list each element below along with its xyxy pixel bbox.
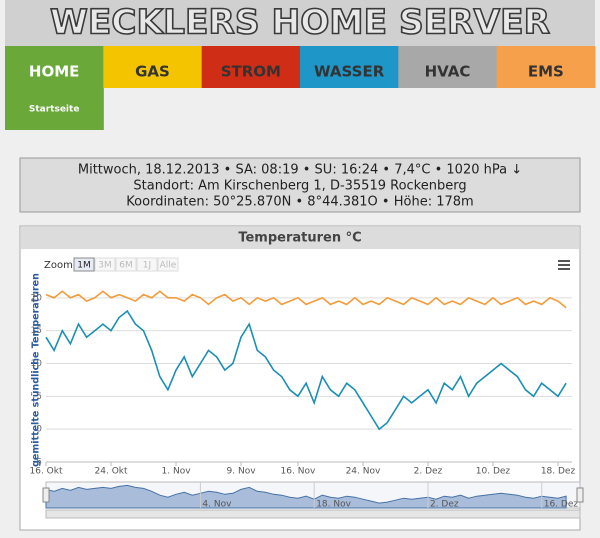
zoom-button-label[interactable]: 6M	[119, 261, 133, 271]
zoom-button[interactable]	[136, 257, 158, 272]
zoom-button[interactable]	[157, 257, 179, 272]
info: Mittwoch, 18.12.2013 • SA: 08:19 • SU: 1…	[78, 163, 522, 210]
navigator-handle[interactable]	[42, 487, 50, 503]
nav-label[interactable]: EMS	[528, 63, 564, 81]
x-tick-label: 10. Dez	[476, 467, 511, 477]
nav-item[interactable]	[103, 46, 203, 88]
zoom-button-label[interactable]: 1M	[77, 261, 91, 271]
y-tick-label: 5	[36, 392, 42, 402]
nav-label[interactable]: WASSER	[314, 63, 385, 81]
nav-label[interactable]: HOME	[29, 63, 79, 81]
navigator-tick-label: 18. Nov	[316, 500, 351, 510]
nav-label[interactable]: GAS	[135, 63, 170, 81]
zoom-button-label[interactable]: 1J	[143, 261, 151, 271]
x-tick-label: 24. Okt	[95, 467, 128, 477]
plot: 1M 3M 6M 1J Alle -5 0 5 10 15 20 16. Okt 24. Okt 1. N…	[30, 257, 584, 519]
zoom-button-label[interactable]: 3M	[98, 261, 112, 271]
nav-item[interactable]	[496, 46, 596, 88]
chart-title: Temperaturen °C	[238, 231, 361, 246]
x-tick-label: 16. Nov	[281, 467, 316, 477]
x-tick-label: 18. Dez	[541, 467, 576, 477]
x-tick-label: 2. Dez	[414, 467, 443, 477]
info-line: Mittwoch, 18.12.2013 • SA: 08:19 • SU: 1…	[78, 163, 522, 178]
x-tick-label: 1. Nov	[162, 467, 192, 477]
series-line	[45, 290, 567, 309]
info-box	[19, 157, 581, 213]
x-tick-label: 9. Nov	[227, 467, 257, 477]
zoom-label: Zoom	[44, 260, 73, 271]
y-tick-label: 20	[31, 293, 43, 303]
navigator-tick-label: 16. Dez	[544, 500, 579, 510]
nav-label[interactable]: HVAC	[425, 63, 471, 81]
navigator-tick-label: 2. Dez	[430, 500, 459, 510]
scrollbar[interactable]	[45, 509, 581, 519]
info-line: Standort: Am Kirschenberg 1, D-35519 Roc…	[133, 179, 466, 194]
navigator-handle[interactable]	[576, 487, 584, 503]
zoom-button[interactable]	[73, 257, 95, 272]
navigator-tick-label: 4. Nov	[202, 500, 232, 510]
x-tick-label: 16. Okt	[30, 467, 63, 477]
series-line	[45, 309, 567, 431]
nav-item[interactable]	[5, 46, 104, 130]
y-tick-label: 0	[36, 425, 42, 435]
zoom-button-label[interactable]: Alle	[160, 261, 177, 271]
menu-icon[interactable]	[558, 260, 570, 270]
nav-item[interactable]	[201, 46, 301, 88]
x-tick-label: 24. Nov	[346, 467, 381, 477]
chart-title-band	[21, 227, 579, 249]
site-title: WECKLERS HOME SERVER	[50, 3, 550, 43]
chart-box	[19, 225, 581, 531]
nav-sub-label[interactable]: Startseite	[29, 105, 80, 115]
y-axis-label: gemittelte stündliche Temperaturen	[31, 273, 42, 467]
nav-item[interactable]	[398, 46, 498, 88]
y-tick-label: 15	[31, 326, 42, 336]
y-tick-label: -5	[33, 458, 42, 468]
info-line: Koordinaten: 50°25.870N • 8°44.381O • Hö…	[126, 195, 473, 210]
nav-item[interactable]	[300, 46, 399, 88]
nav-label[interactable]: STROM	[221, 63, 281, 81]
navigator-area	[45, 484, 567, 509]
zoom-button[interactable]	[115, 257, 137, 272]
y-tick-label: 10	[31, 359, 43, 369]
nav: HOME Startseite GAS STROM WASSER HVAC EMS	[5, 46, 596, 130]
header-band	[5, 0, 595, 46]
zoom-button[interactable]	[94, 257, 116, 272]
